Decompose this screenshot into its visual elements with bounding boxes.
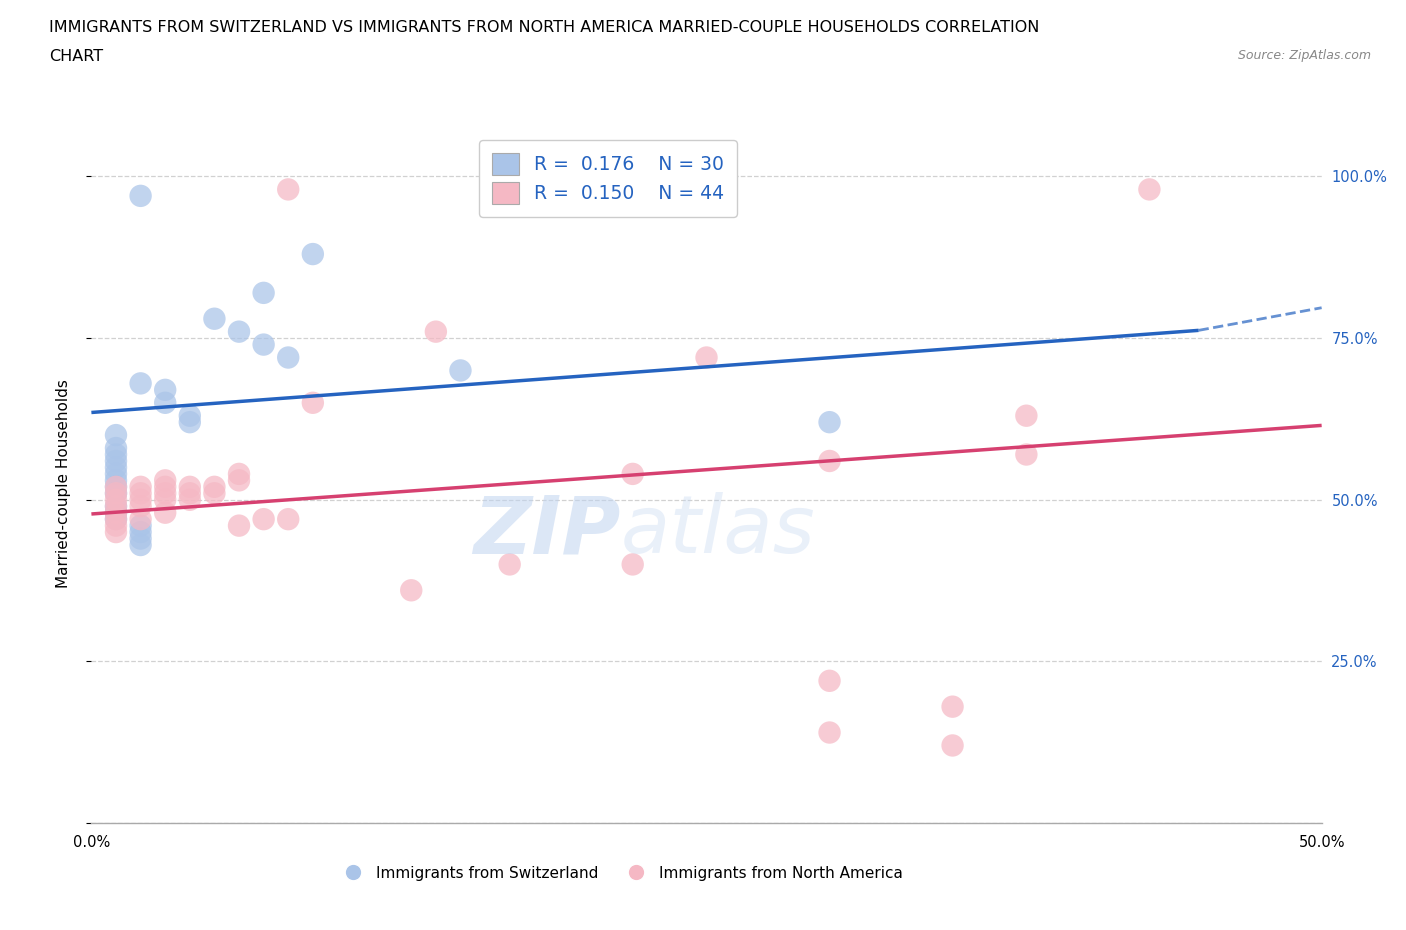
Point: [105, 485, 127, 500]
Point: [105, 505, 127, 520]
Point: [153, 479, 177, 494]
Point: [228, 518, 250, 533]
Point: [1139, 182, 1161, 197]
Point: [425, 325, 447, 339]
Point: [105, 492, 127, 507]
Point: [105, 518, 127, 533]
Point: [941, 738, 963, 753]
Point: [449, 363, 471, 378]
Point: [105, 512, 127, 526]
Point: [129, 538, 152, 552]
Point: [105, 525, 127, 539]
Point: [105, 498, 127, 513]
Text: CHART: CHART: [49, 49, 103, 64]
Point: [105, 505, 127, 520]
Point: [621, 557, 644, 572]
Point: [1015, 447, 1038, 462]
Point: [129, 498, 152, 513]
Point: [818, 454, 841, 469]
Point: [253, 338, 276, 352]
Point: [253, 512, 276, 526]
Point: [179, 485, 201, 500]
Text: IMMIGRANTS FROM SWITZERLAND VS IMMIGRANTS FROM NORTH AMERICA MARRIED-COUPLE HOUS: IMMIGRANTS FROM SWITZERLAND VS IMMIGRANT…: [49, 20, 1039, 35]
Point: [399, 583, 422, 598]
Point: [228, 467, 250, 482]
Point: [129, 189, 152, 204]
Point: [153, 485, 177, 500]
Point: [301, 246, 323, 261]
Point: [129, 525, 152, 539]
Point: [1015, 408, 1038, 423]
Point: [179, 415, 201, 430]
Point: [129, 518, 152, 533]
Point: [941, 699, 963, 714]
Point: [202, 312, 225, 326]
Y-axis label: Married-couple Households: Married-couple Households: [56, 379, 70, 588]
Point: [228, 473, 250, 488]
Point: [105, 460, 127, 475]
Point: [105, 479, 127, 494]
Text: ZIP: ZIP: [472, 492, 620, 570]
Point: [105, 441, 127, 456]
Point: [228, 325, 250, 339]
Point: [129, 512, 152, 526]
Point: [179, 408, 201, 423]
Point: [153, 492, 177, 507]
Point: [498, 557, 520, 572]
Point: [153, 505, 177, 520]
Point: [105, 485, 127, 500]
Point: [153, 395, 177, 410]
Legend: Immigrants from Switzerland, Immigrants from North America: Immigrants from Switzerland, Immigrants …: [332, 859, 910, 886]
Point: [105, 454, 127, 469]
Point: [129, 485, 152, 500]
Point: [129, 479, 152, 494]
Point: [129, 492, 152, 507]
Point: [202, 485, 225, 500]
Point: [105, 447, 127, 462]
Point: [105, 479, 127, 494]
Point: [277, 512, 299, 526]
Point: [105, 498, 127, 513]
Point: [179, 492, 201, 507]
Text: Source: ZipAtlas.com: Source: ZipAtlas.com: [1237, 49, 1371, 62]
Point: [253, 286, 276, 300]
Point: [202, 479, 225, 494]
Point: [277, 350, 299, 365]
Point: [621, 467, 644, 482]
Point: [105, 512, 127, 526]
Point: [818, 725, 841, 740]
Point: [277, 182, 299, 197]
Point: [179, 479, 201, 494]
Point: [153, 382, 177, 397]
Point: [105, 467, 127, 482]
Point: [695, 350, 717, 365]
Text: atlas: atlas: [620, 492, 815, 570]
Point: [105, 428, 127, 443]
Point: [818, 673, 841, 688]
Point: [301, 395, 323, 410]
Point: [129, 531, 152, 546]
Point: [105, 473, 127, 488]
Point: [153, 473, 177, 488]
Point: [129, 376, 152, 391]
Point: [818, 415, 841, 430]
